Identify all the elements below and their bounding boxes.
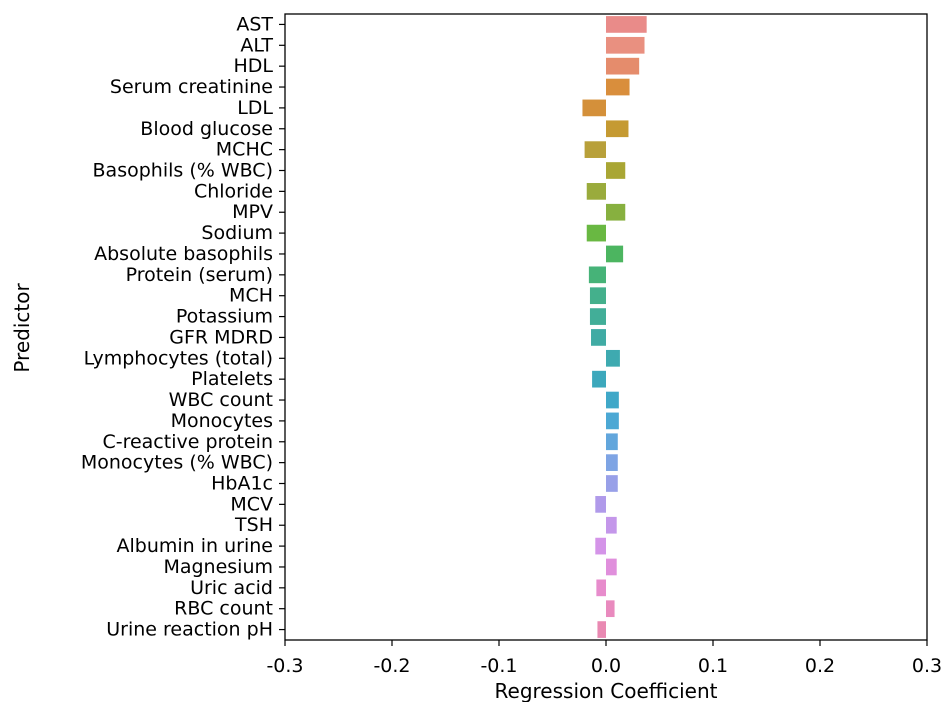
bar xyxy=(586,224,606,242)
bar xyxy=(592,370,606,388)
y-tick-label: Protein (serum) xyxy=(126,264,273,286)
y-tick-label: Lymphocytes (total) xyxy=(84,347,273,369)
bar xyxy=(595,496,606,513)
y-tick-label: MPV xyxy=(232,201,273,223)
bar xyxy=(606,349,620,367)
bar xyxy=(606,454,618,471)
y-tick-label: Blood glucose xyxy=(140,118,273,140)
bar xyxy=(606,57,640,75)
y-tick-label: Platelets xyxy=(191,368,273,390)
y-tick-label: Magnesium xyxy=(163,556,273,578)
bar xyxy=(606,412,619,430)
bar xyxy=(606,558,617,576)
bar xyxy=(606,120,629,138)
x-axis-title: Regression Coefficient xyxy=(495,679,718,702)
x-tick-label: -0.2 xyxy=(373,655,410,677)
y-tick-label: Uric acid xyxy=(190,577,273,599)
bar xyxy=(606,36,645,54)
bar xyxy=(595,537,606,555)
bar xyxy=(606,16,647,33)
bar xyxy=(596,579,606,597)
y-tick-label: MCH xyxy=(229,285,273,307)
y-tick-label: Absolute basophils xyxy=(94,243,273,265)
y-tick-label: HDL xyxy=(233,55,273,77)
bar xyxy=(606,600,615,618)
bar xyxy=(606,433,618,451)
bar xyxy=(606,516,617,534)
bar xyxy=(582,99,606,117)
y-tick-label: HbA1c xyxy=(211,473,273,495)
y-tick-label: Monocytes xyxy=(171,410,273,432)
y-tick-label: WBC count xyxy=(169,389,273,411)
y-tick-label: LDL xyxy=(237,97,273,119)
x-tick-label: 0.0 xyxy=(591,655,621,677)
y-tick-label: Sodium xyxy=(201,222,273,244)
bar xyxy=(606,391,619,409)
bars-group xyxy=(582,16,647,638)
y-tick-label: Basophils (% WBC) xyxy=(93,160,273,182)
bar xyxy=(589,308,606,325)
bar xyxy=(584,141,606,158)
y-tick-label: MCV xyxy=(230,493,273,515)
y-tick-label: Monocytes (% WBC) xyxy=(81,452,273,474)
y-tick-label: GFR MDRD xyxy=(169,326,273,348)
x-tick-label: 0.3 xyxy=(912,655,942,677)
bar xyxy=(586,183,606,200)
y-tick-label: RBC count xyxy=(174,598,273,620)
y-tick-label: AST xyxy=(236,13,273,35)
x-axis-ticks: -0.3 -0.2 -0.1 0.0 0.1 0.2 0.3 xyxy=(266,640,942,677)
bar xyxy=(589,287,606,305)
y-tick-label: TSH xyxy=(234,514,273,536)
bar xyxy=(606,203,626,221)
y-tick-label: ALT xyxy=(240,34,273,56)
bar xyxy=(606,78,630,96)
bar xyxy=(606,162,626,179)
x-tick-label: -0.1 xyxy=(480,655,517,677)
bar xyxy=(597,621,606,638)
y-tick-label: Albumin in urine xyxy=(117,535,273,557)
y-tick-label: Urine reaction pH xyxy=(106,619,273,641)
y-tick-label: Chloride xyxy=(194,180,273,202)
x-tick-label: -0.3 xyxy=(266,655,303,677)
y-tick-label: MCHC xyxy=(216,139,273,161)
bar xyxy=(606,475,618,492)
y-axis-title: Predictor xyxy=(10,283,34,373)
y-tick-label: C-reactive protein xyxy=(102,431,273,453)
x-tick-label: 0.1 xyxy=(698,655,728,677)
y-tick-label: Potassium xyxy=(176,306,273,328)
bar xyxy=(606,245,624,263)
x-tick-label: 0.2 xyxy=(805,655,835,677)
bar xyxy=(591,329,606,346)
y-tick-label: Serum creatinine xyxy=(110,76,273,98)
bar xyxy=(588,266,606,284)
